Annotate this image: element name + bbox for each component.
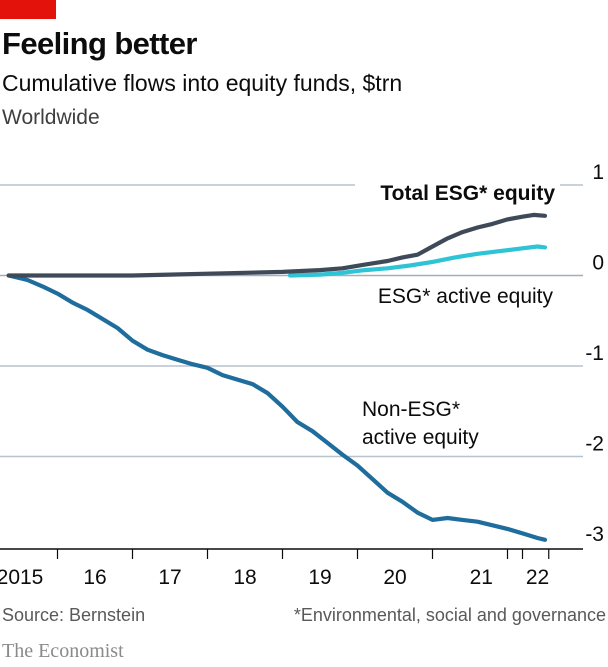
series-label: Total ESG* equity (380, 182, 555, 205)
footnote: *Environmental, social and governance (293, 605, 606, 625)
x-tick-label: 2015 (0, 566, 43, 589)
y-tick-label: 1 (592, 161, 604, 184)
y-tick-label: -2 (585, 433, 604, 456)
y-tick-label: -3 (585, 523, 604, 546)
y-tick-label: -1 (585, 342, 604, 365)
label-backing (355, 178, 560, 208)
series-line-2 (6, 273, 548, 542)
x-tick-label: 21 (470, 566, 493, 589)
series-label: active equity (362, 426, 479, 449)
series-label: Non-ESG* (362, 398, 460, 421)
x-axis: 2015 16 17 18 19 20 21 22 (0, 548, 583, 589)
y-tick-label: 0 (592, 252, 604, 275)
accent-tag (0, 0, 56, 19)
series-labels: Total ESG* equity ESG* active equity Non-E… (355, 178, 560, 449)
y-tick-labels: 1 0 -1 -2 -3 (585, 161, 604, 546)
chart-title: Feeling better (2, 26, 197, 61)
series-label: ESG* active equity (378, 285, 554, 308)
x-tick-label: 16 (83, 566, 106, 589)
x-tick-label: 18 (233, 566, 256, 589)
source-note: Source: Bernstein (2, 605, 146, 625)
brand-logo: The Economist (2, 640, 124, 662)
x-tick-label: 20 (383, 566, 406, 589)
chart-subtitle: Cumulative flows into equity funds, $trn (2, 70, 403, 96)
x-tick-label: 22 (526, 566, 549, 589)
x-tick-label: 17 (158, 566, 181, 589)
series-line-0 (6, 212, 548, 278)
series-line-1 (287, 244, 548, 278)
chart-region-label: Worldwide (2, 106, 100, 129)
x-tick-label: 19 (308, 566, 331, 589)
series-lines (6, 212, 548, 542)
